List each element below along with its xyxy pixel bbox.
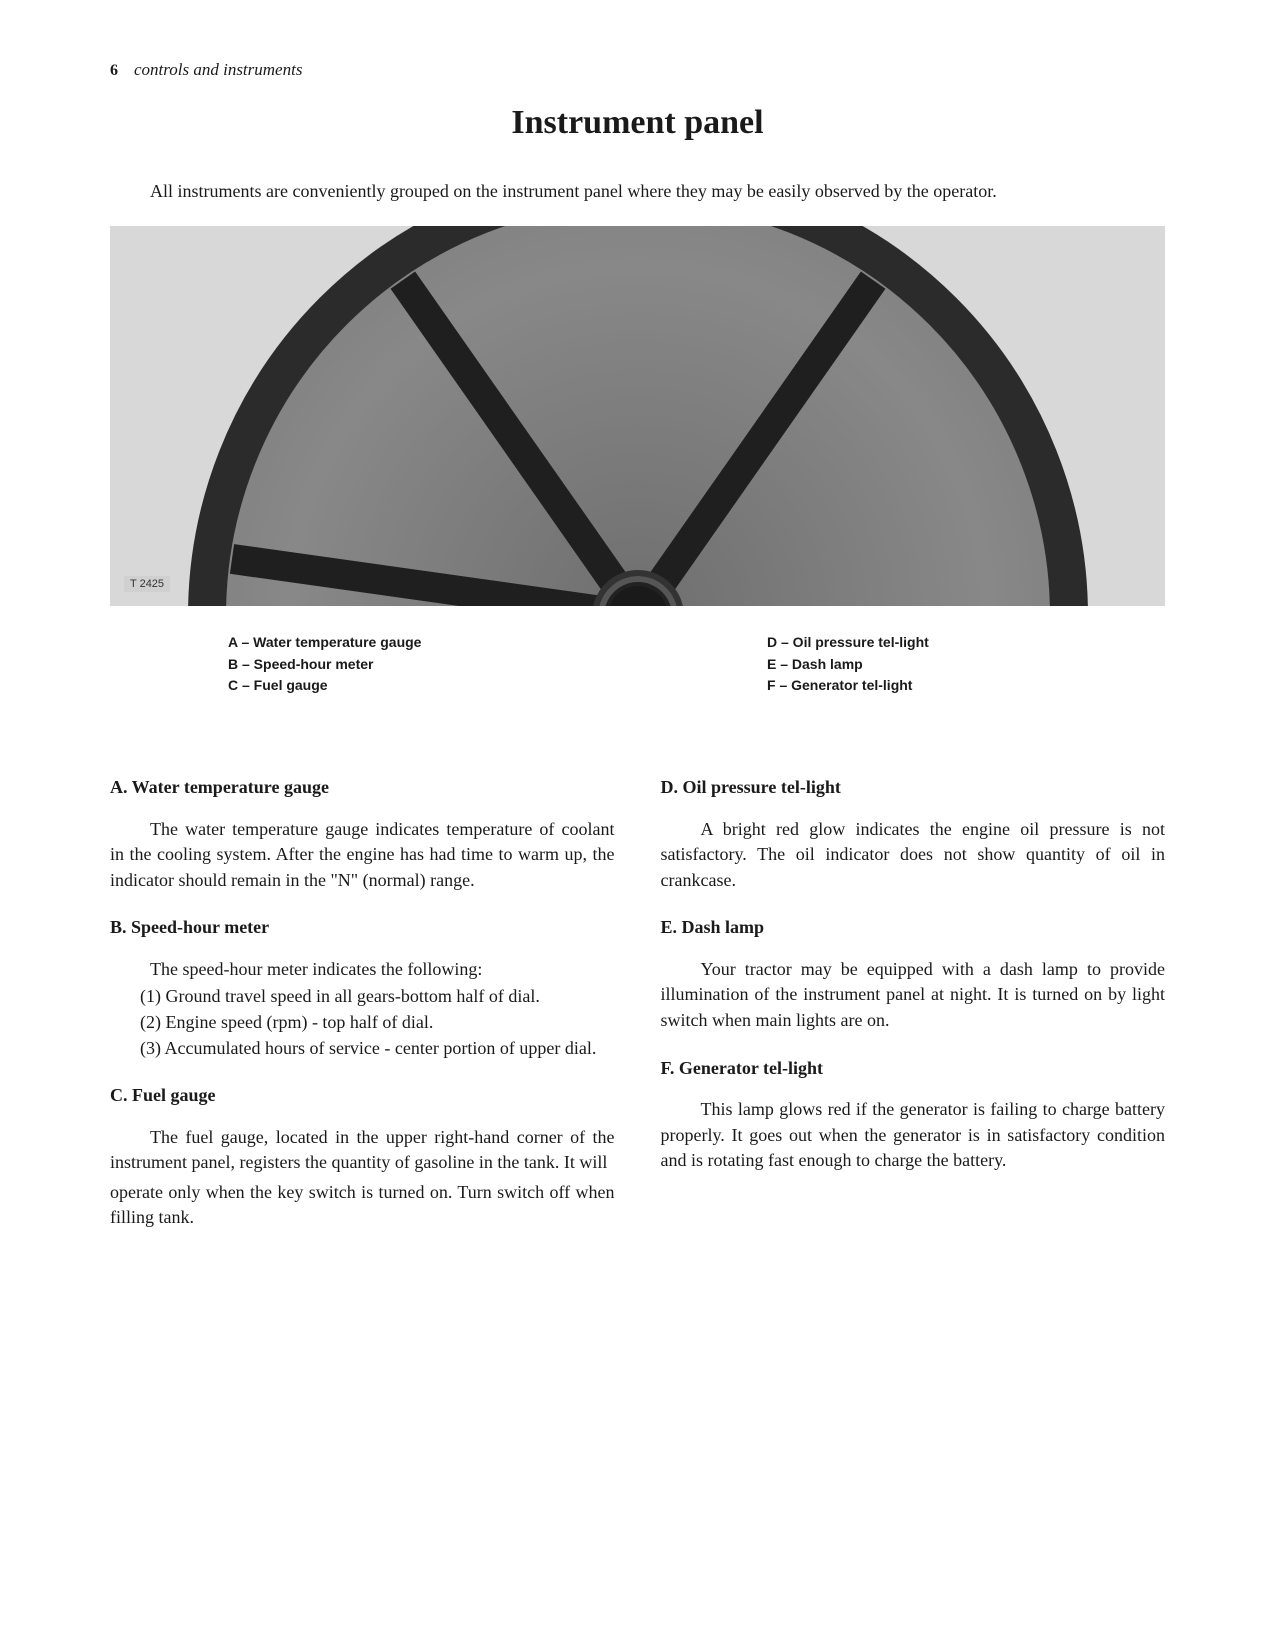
legend-line: A – Water temperature gauge [228,632,508,654]
legend-line: C – Fuel gauge [228,675,508,697]
section-b-lead: The speed-hour meter indicates the follo… [110,957,615,983]
section-f-para: This lamp glows red if the generator is … [661,1097,1166,1174]
section-e-heading: E. Dash lamp [661,915,1166,941]
intro-paragraph: All instruments are conveniently grouped… [110,178,1165,204]
section-c-heading: C. Fuel gauge [110,1083,615,1109]
section-c-para-1: The fuel gauge, located in the upper rig… [110,1125,615,1176]
section-a-heading: A. Water temperature gauge [110,775,615,801]
section-f-heading: F. Generator tel-light [661,1056,1166,1082]
figure-legend: A – Water temperature gauge B – Speed-ho… [110,632,1165,697]
section-d-heading: D. Oil pressure tel-light [661,775,1166,801]
legend-left: A – Water temperature gauge B – Speed-ho… [228,632,508,697]
section-b-item: (3) Accumulated hours of service - cente… [110,1036,615,1062]
section-c-para-2: operate only when the key switch is turn… [110,1180,615,1231]
section-b-item: (2) Engine speed (rpm) - top half of dia… [110,1010,615,1036]
running-head: controls and instruments [134,60,302,79]
legend-line: F – Generator tel-light [767,675,1047,697]
legend-line: E – Dash lamp [767,654,1047,676]
section-b-heading: B. Speed-hour meter [110,915,615,941]
legend-line: B – Speed-hour meter [228,654,508,676]
page-title: Instrument panel [110,104,1165,142]
section-b-item: (1) Ground travel speed in all gears-bot… [110,984,615,1010]
section-a-para: The water temperature gauge indicates te… [110,817,615,894]
spoke [390,272,885,606]
body-columns: A. Water temperature gauge The water tem… [110,775,1165,1231]
page-number: 6 [110,62,118,79]
section-d-para: A bright red glow indicates the engine o… [661,817,1166,894]
spoke [390,272,885,606]
section-e-para: Your tractor may be equipped with a dash… [661,957,1166,1034]
steering-wheel [188,226,1088,606]
instrument-panel-figure: A B C D E F T 2425 [110,226,1165,606]
legend-line: D – Oil pressure tel-light [767,632,1047,654]
photo-id-tag: T 2425 [124,576,170,592]
page-header: 6 controls and instruments [110,60,1165,80]
legend-right: D – Oil pressure tel-light E – Dash lamp… [767,632,1047,697]
